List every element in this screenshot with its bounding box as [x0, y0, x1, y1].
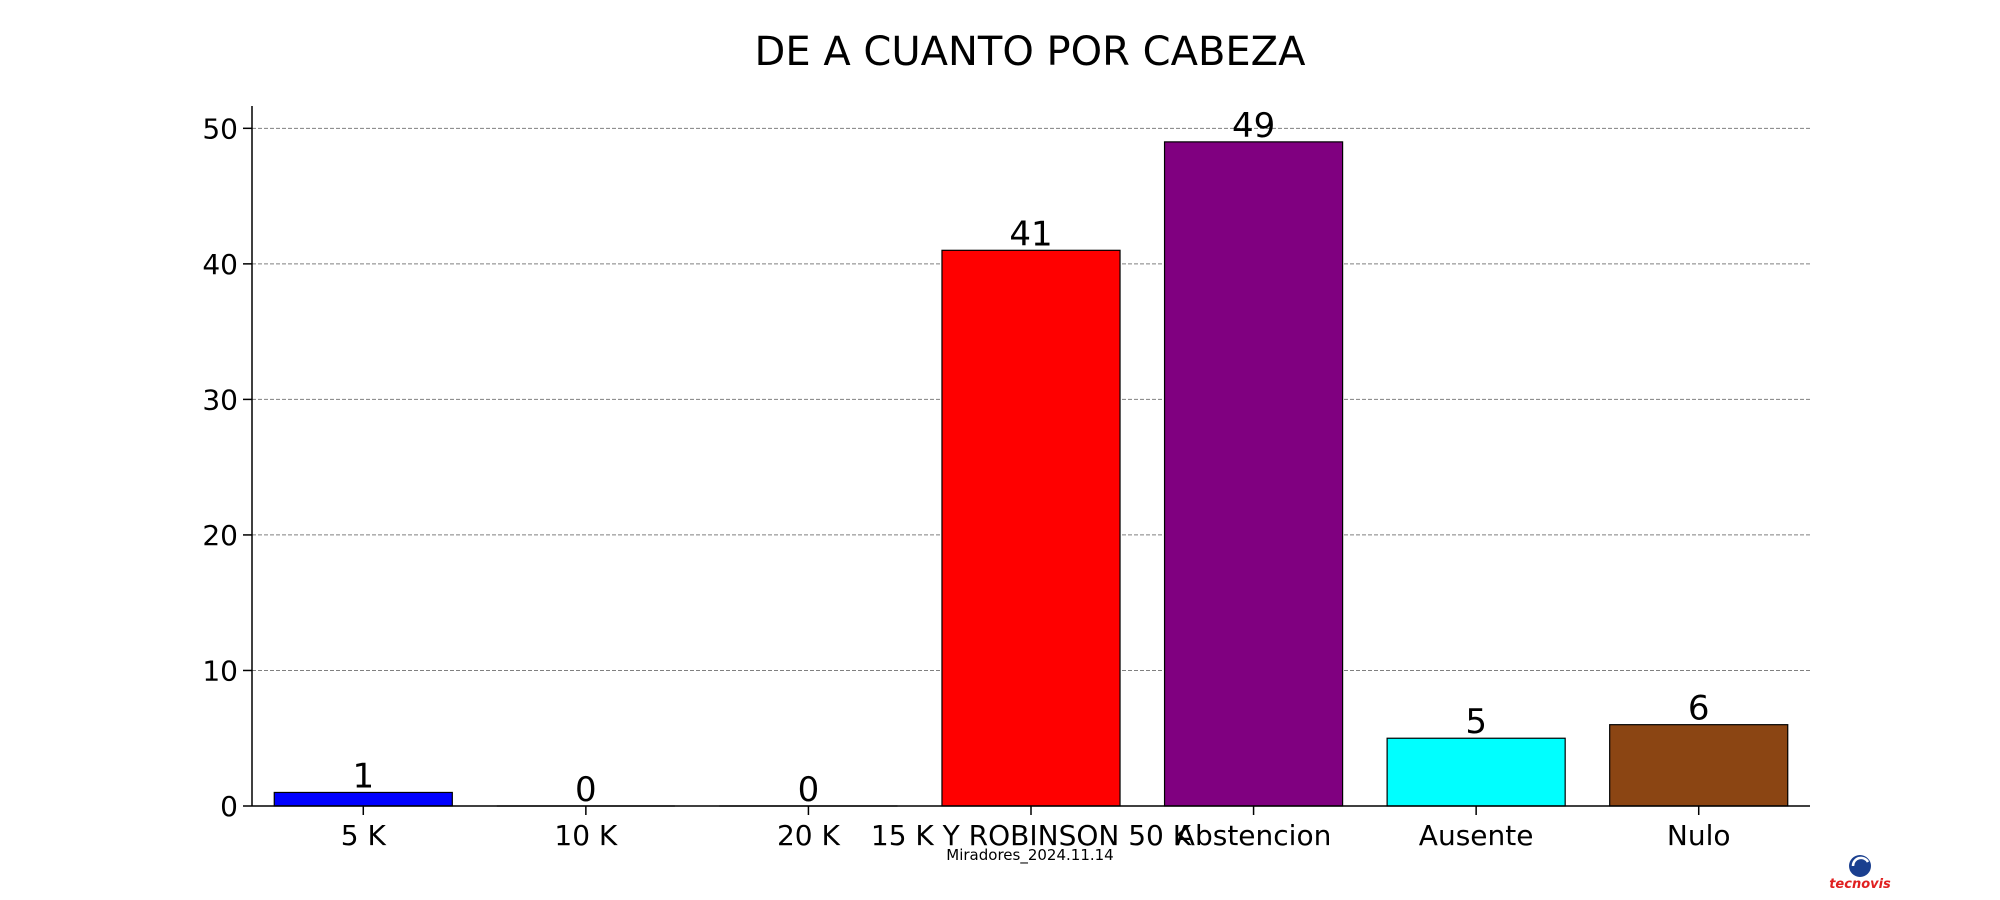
- y-tick-label: 30: [202, 383, 238, 416]
- x-tick-label: Abstencion: [1176, 819, 1332, 852]
- x-tick-label: Nulo: [1667, 819, 1731, 852]
- value-label: 49: [1232, 106, 1275, 146]
- y-tick-label: 50: [202, 112, 238, 145]
- logo: tecnovis: [1829, 855, 1891, 892]
- x-tick-label: 20 K: [777, 819, 841, 852]
- value-label: 1: [352, 756, 374, 796]
- x-tick-label: 5 K: [341, 819, 387, 852]
- y-tick-label: 20: [202, 519, 238, 552]
- value-label: 41: [1009, 214, 1052, 254]
- logo-text: tecnovis: [1829, 877, 1891, 892]
- bar: [941, 249, 1121, 807]
- value-labels: 1 0 0 41 49 5 6: [352, 106, 1709, 810]
- value-label: 5: [1465, 702, 1487, 742]
- y-tick-label: 10: [202, 654, 238, 687]
- chart-title: DE A CUANTO POR CABEZA: [755, 29, 1307, 75]
- value-label: 6: [1688, 689, 1710, 729]
- x-tick-label: 10 K: [554, 819, 618, 852]
- value-label: 0: [575, 770, 597, 810]
- y-tick-label: 0: [220, 790, 238, 823]
- bar: [1163, 141, 1344, 807]
- x-tick-label: Ausente: [1419, 819, 1534, 852]
- bar: [1609, 724, 1789, 807]
- value-label: 0: [798, 770, 820, 810]
- grid-lines: [252, 127, 1810, 671]
- x-tick-label: 15 K Y ROBINSON 50 K: [871, 819, 1192, 852]
- globe-logo-swoosh: [1851, 856, 1870, 867]
- footer-caption: Miradores_2024.11.14: [946, 846, 1113, 865]
- bar: [1386, 737, 1566, 807]
- y-tick-label: 40: [202, 248, 238, 281]
